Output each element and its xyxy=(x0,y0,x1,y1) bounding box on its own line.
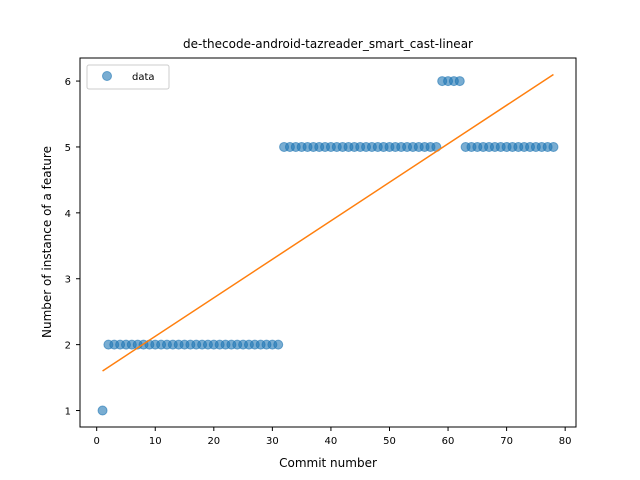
y-tick-label: 4 xyxy=(65,209,71,220)
x-tick-label: 20 xyxy=(207,436,220,447)
data-point xyxy=(97,405,108,416)
legend-frame xyxy=(86,64,170,90)
legend: data xyxy=(86,64,170,90)
x-tick-label: 10 xyxy=(149,436,162,447)
y-axis-label: Number of instance of a feature xyxy=(40,146,54,338)
data-point xyxy=(548,141,559,152)
x-tick-label: 0 xyxy=(94,436,100,447)
x-axis-label: Commit number xyxy=(279,456,377,470)
plot-area xyxy=(97,73,559,416)
y-tick-label: 5 xyxy=(65,143,71,154)
axes-frame xyxy=(79,57,577,428)
x-tick-label: 60 xyxy=(442,436,455,447)
x-tick-label: 40 xyxy=(325,436,338,447)
x-tick-label: 50 xyxy=(383,436,396,447)
legend-label-data: data xyxy=(132,72,155,83)
y-tick-label: 2 xyxy=(65,341,71,352)
x-tick-label: 80 xyxy=(559,436,572,447)
fit-line xyxy=(102,73,554,372)
y-tick-label: 1 xyxy=(65,407,71,418)
y-tick-label: 3 xyxy=(65,275,71,286)
chart-title: de-thecode-android-tazreader_smart_cast-… xyxy=(183,37,473,51)
x-tick-label: 70 xyxy=(500,436,513,447)
y-tick-label: 6 xyxy=(65,77,71,88)
x-axis: 0 10 20 30 40 50 60 70 80 xyxy=(94,427,572,447)
data-point xyxy=(273,339,284,350)
y-axis: 1 2 3 4 5 6 xyxy=(65,77,80,418)
data-point xyxy=(454,76,465,87)
legend-marker-data xyxy=(102,71,112,81)
x-tick-label: 30 xyxy=(266,436,279,447)
